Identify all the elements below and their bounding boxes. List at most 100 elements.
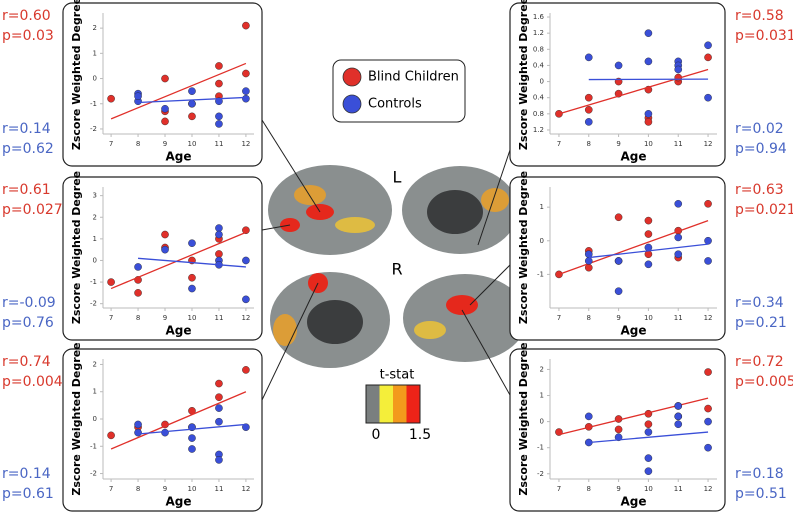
- fit-line: [138, 257, 246, 268]
- point: [644, 110, 653, 118]
- x-tick-label: 12: [704, 140, 713, 148]
- point: [242, 256, 250, 265]
- x-axis-label: Age: [165, 150, 191, 164]
- colorbar-swatch: [406, 385, 420, 423]
- panel-box: [62, 176, 263, 341]
- y-axis-label: Zscore Weighted Degree: [70, 342, 83, 495]
- y-tick-label: 1: [540, 392, 544, 400]
- point: [614, 61, 623, 70]
- x-axis-label: Age: [620, 495, 646, 509]
- y-tick-label: 0: [93, 75, 97, 83]
- legend: Blind Children Controls: [342, 67, 459, 114]
- fit-line: [558, 397, 709, 436]
- point: [215, 456, 223, 464]
- point: [614, 287, 623, 295]
- y-axis-label: Zscore Weighted Degree: [70, 171, 83, 324]
- stat-label: p=0.03: [2, 28, 54, 44]
- y-tick-label: -1: [537, 270, 544, 278]
- blob: [481, 188, 509, 212]
- point: [584, 412, 593, 421]
- stat-label: r=0.58: [735, 8, 784, 24]
- point: [704, 417, 712, 426]
- point: [134, 428, 142, 437]
- point: [674, 402, 683, 410]
- point: [215, 79, 223, 88]
- stat-label: r=0.18: [735, 466, 784, 482]
- x-tick-label: 9: [616, 485, 620, 493]
- y-tick-label: -2: [537, 470, 544, 478]
- x-tick-label: 9: [163, 140, 167, 148]
- point: [134, 289, 142, 297]
- fit-line: [110, 62, 247, 120]
- y-tick-label: 1.2: [533, 29, 544, 37]
- point: [215, 230, 223, 239]
- x-tick-label: 11: [214, 140, 223, 148]
- y-tick-label: 0: [93, 256, 97, 264]
- stat-label: r=0.63: [735, 182, 784, 198]
- x-axis-label: Age: [620, 150, 646, 164]
- stat-label: p=0.51: [735, 486, 787, 502]
- point: [161, 245, 169, 254]
- brains: [261, 119, 527, 401]
- x-tick-label: 8: [587, 485, 591, 493]
- point: [134, 263, 142, 271]
- hemisphere-label: R: [391, 260, 402, 279]
- legend-label: Controls: [368, 97, 422, 112]
- stat-label: r=0.61: [2, 182, 51, 198]
- stat-label: r=-0.09: [2, 295, 56, 311]
- x-axis-label: Age: [620, 324, 646, 338]
- colorbar-swatch: [393, 385, 407, 423]
- stat-label: p=0.005: [735, 374, 793, 390]
- x-tick-label: 11: [214, 485, 223, 493]
- x-tick-label: 7: [557, 485, 561, 493]
- x-tick-label: 11: [674, 140, 683, 148]
- colorbar: t-stat 0 1.5: [365, 368, 431, 443]
- y-tick-label: 2: [93, 24, 97, 32]
- stat-label: r=0.14: [2, 121, 51, 137]
- x-tick-label: 10: [644, 140, 653, 148]
- y-tick-label: 0.4: [533, 94, 545, 102]
- point: [584, 106, 593, 114]
- point: [161, 230, 169, 239]
- point: [242, 87, 250, 95]
- y-tick-label: 1: [93, 235, 97, 243]
- x-tick-label: 12: [241, 140, 250, 148]
- colorbar-tick-label: 1.5: [409, 427, 431, 443]
- brain-medial-wall: [427, 190, 483, 234]
- x-tick-label: 9: [616, 140, 620, 148]
- stat-label: p=0.027: [2, 202, 63, 218]
- point: [644, 57, 653, 66]
- point: [644, 467, 653, 475]
- point: [215, 120, 223, 128]
- point: [674, 200, 683, 208]
- x-tick-label: 12: [241, 314, 250, 322]
- point: [107, 94, 115, 103]
- y-axis-label: Zscore Weighted Degree: [517, 342, 530, 495]
- point: [215, 112, 223, 121]
- fit-line: [558, 219, 709, 276]
- y-tick-label: 2: [93, 213, 97, 221]
- blob: [414, 321, 446, 339]
- fit-line: [138, 96, 246, 104]
- point: [704, 41, 712, 50]
- x-tick-label: 9: [616, 314, 620, 322]
- point: [188, 434, 196, 442]
- point: [107, 431, 115, 440]
- point: [215, 393, 223, 401]
- point: [215, 417, 223, 426]
- point: [644, 420, 653, 429]
- point: [704, 368, 712, 376]
- point: [242, 94, 250, 103]
- point: [242, 226, 250, 235]
- point: [107, 278, 115, 286]
- fit-line: [588, 431, 709, 444]
- x-tick-label: 7: [109, 485, 113, 493]
- x-tick-label: 10: [188, 485, 197, 493]
- y-tick-label: -2: [90, 125, 97, 133]
- connector: [261, 119, 321, 213]
- stat-label: r=0.60: [2, 8, 51, 24]
- stat-label: p=0.021: [735, 202, 793, 218]
